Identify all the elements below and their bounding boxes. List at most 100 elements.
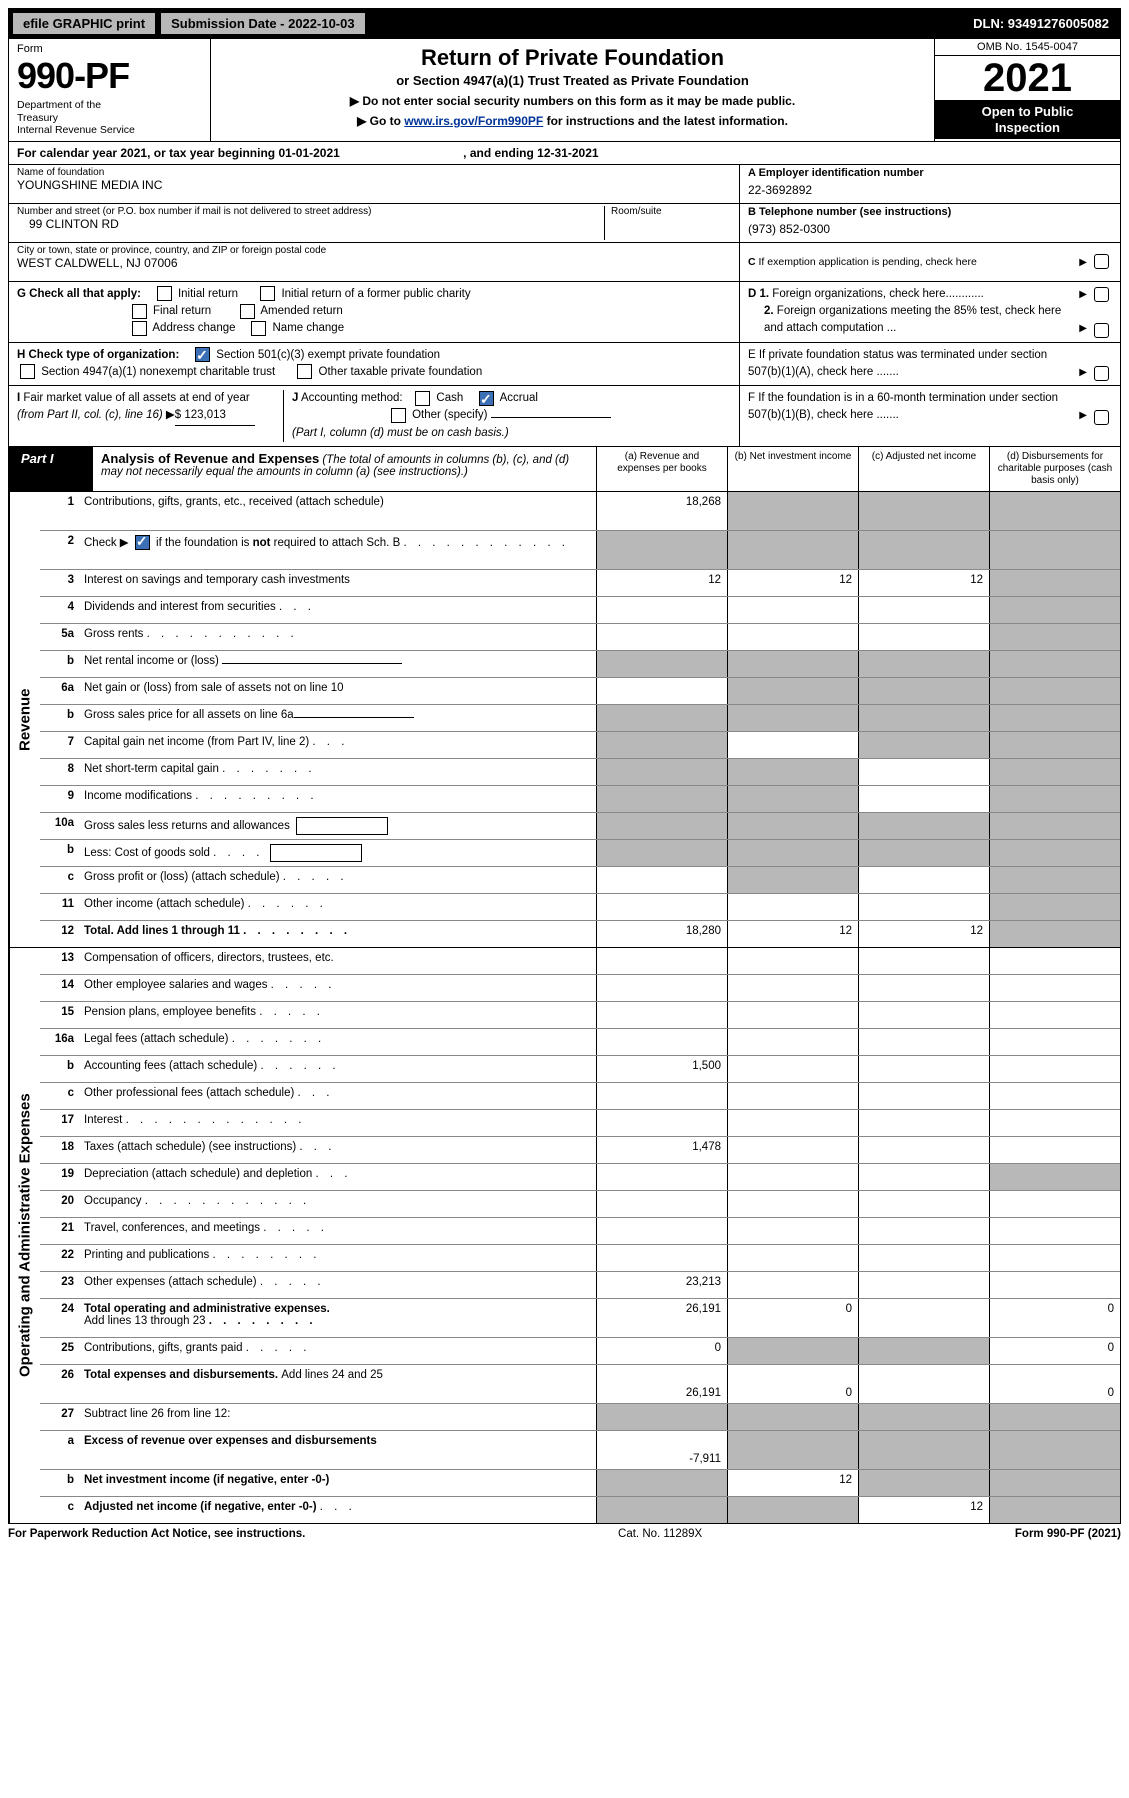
e-text: E If private foundation status was termi… (748, 347, 1079, 382)
address-value: 99 CLINTON RD (17, 217, 604, 231)
col-a (596, 1245, 727, 1271)
initial-former-checkbox[interactable] (260, 286, 275, 301)
line-number: 8 (40, 759, 80, 785)
col-c (858, 651, 989, 677)
col-c (858, 1245, 989, 1271)
table-row: 13 Compensation of officers, directors, … (40, 948, 1120, 975)
cal-year-end: , and ending 12-31-2021 (463, 146, 598, 160)
col-c (858, 1365, 989, 1403)
form-title: Return of Private Foundation (221, 45, 924, 71)
table-row: 2 Check ▶ if the foundation is not requi… (40, 531, 1120, 570)
part1-desc: Analysis of Revenue and Expenses (The to… (93, 447, 597, 491)
exemption-checkbox[interactable] (1094, 254, 1109, 269)
form-note-2: ▶ Go to www.irs.gov/Form990PF for instru… (221, 114, 924, 128)
line-desc: Depreciation (attach schedule) and deple… (80, 1164, 596, 1190)
col-d: 0 (989, 1299, 1120, 1337)
line-desc: Contributions, gifts, grants, etc., rece… (80, 492, 596, 530)
line-number: 23 (40, 1272, 80, 1298)
e-checkbox[interactable] (1094, 366, 1109, 381)
accrual-checkbox[interactable] (479, 391, 494, 406)
col-d-header: (d) Disbursements for charitable purpose… (990, 447, 1120, 491)
col-b: 12 (727, 1470, 858, 1496)
line-number: 7 (40, 732, 80, 758)
line-number: 16a (40, 1029, 80, 1055)
col-c (858, 759, 989, 785)
col-a (596, 624, 727, 650)
identity-left: Name of foundation YOUNGSHINE MEDIA INC … (9, 165, 739, 281)
cash-checkbox[interactable] (415, 391, 430, 406)
col-d (989, 531, 1120, 569)
line-desc: Net short-term capital gain . . . . . . … (80, 759, 596, 785)
col-b (727, 651, 858, 677)
col-d: 0 (989, 1338, 1120, 1364)
j-cash: Cash (436, 392, 463, 404)
table-row: c Gross profit or (loss) (attach schedul… (40, 867, 1120, 894)
col-c (858, 813, 989, 839)
line-desc: Taxes (attach schedule) (see instruction… (80, 1137, 596, 1163)
col-d (989, 1470, 1120, 1496)
col-d (989, 975, 1120, 1001)
table-row: 27 Subtract line 26 from line 12: (40, 1404, 1120, 1431)
col-d (989, 813, 1120, 839)
col-b (727, 1002, 858, 1028)
d1-checkbox[interactable] (1094, 287, 1109, 302)
e-row: E If private foundation status was termi… (740, 343, 1120, 387)
address-change-checkbox[interactable] (132, 321, 147, 336)
tax-year: 2021 (935, 56, 1120, 100)
col-b (727, 624, 858, 650)
col-d (989, 624, 1120, 650)
col-d (989, 705, 1120, 731)
col-d (989, 678, 1120, 704)
table-row: b Gross sales price for all assets on li… (40, 705, 1120, 732)
name-change-checkbox[interactable] (251, 321, 266, 336)
col-c (858, 1272, 989, 1298)
table-row: 12 Total. Add lines 1 through 11 . . . .… (40, 921, 1120, 947)
submission-date: Submission Date - 2022-10-03 (160, 12, 366, 35)
col-a (596, 1470, 727, 1496)
irs-link[interactable]: www.irs.gov/Form990PF (404, 114, 543, 128)
col-d (989, 948, 1120, 974)
efile-print-button[interactable]: efile GRAPHIC print (12, 12, 156, 35)
col-b (727, 1029, 858, 1055)
col-c (858, 1002, 989, 1028)
table-row: 1 Contributions, gifts, grants, etc., re… (40, 492, 1120, 531)
address-row: Number and street (or P.O. box number if… (9, 204, 739, 243)
line-desc: Travel, conferences, and meetings . . . … (80, 1218, 596, 1244)
line-desc: Legal fees (attach schedule) . . . . . .… (80, 1029, 596, 1055)
foundation-name-label: Name of foundation (17, 167, 731, 178)
top-bar: efile GRAPHIC print Submission Date - 20… (8, 8, 1121, 39)
other-method-checkbox[interactable] (391, 408, 406, 423)
initial-return-checkbox[interactable] (157, 286, 172, 301)
footer-right: Form 990-PF (2021) (1015, 1528, 1121, 1540)
col-d (989, 1218, 1120, 1244)
final-return-checkbox[interactable] (132, 304, 147, 319)
col-a (596, 597, 727, 623)
page-footer: For Paperwork Reduction Act Notice, see … (8, 1524, 1121, 1544)
amended-return-checkbox[interactable] (240, 304, 255, 319)
table-row: 23 Other expenses (attach schedule) . . … (40, 1272, 1120, 1299)
col-c (858, 840, 989, 866)
exemption-row: C If exemption application is pending, c… (740, 243, 1120, 281)
col-b (727, 1164, 858, 1190)
501c3-checkbox[interactable] (195, 347, 210, 362)
schb-checkbox[interactable] (135, 535, 150, 550)
col-d: 0 (989, 1365, 1120, 1403)
phone-label: B Telephone number (see instructions) (748, 206, 1112, 218)
line-number: 22 (40, 1245, 80, 1271)
line-number: 10a (40, 813, 80, 839)
line-number: 17 (40, 1110, 80, 1136)
col-b (727, 1245, 858, 1271)
col-b-header: (b) Net investment income (728, 447, 859, 491)
line-desc: Excess of revenue over expenses and disb… (80, 1431, 596, 1469)
expenses-side-label: Operating and Administrative Expenses (9, 948, 40, 1523)
other-taxable-checkbox[interactable] (297, 364, 312, 379)
col-a: 1,478 (596, 1137, 727, 1163)
col-d (989, 1191, 1120, 1217)
line-number: 5a (40, 624, 80, 650)
col-c: 12 (858, 570, 989, 596)
col-d (989, 1137, 1120, 1163)
4947-checkbox[interactable] (20, 364, 35, 379)
col-d (989, 840, 1120, 866)
f-checkbox[interactable] (1094, 410, 1109, 425)
d2-checkbox[interactable] (1094, 323, 1109, 338)
